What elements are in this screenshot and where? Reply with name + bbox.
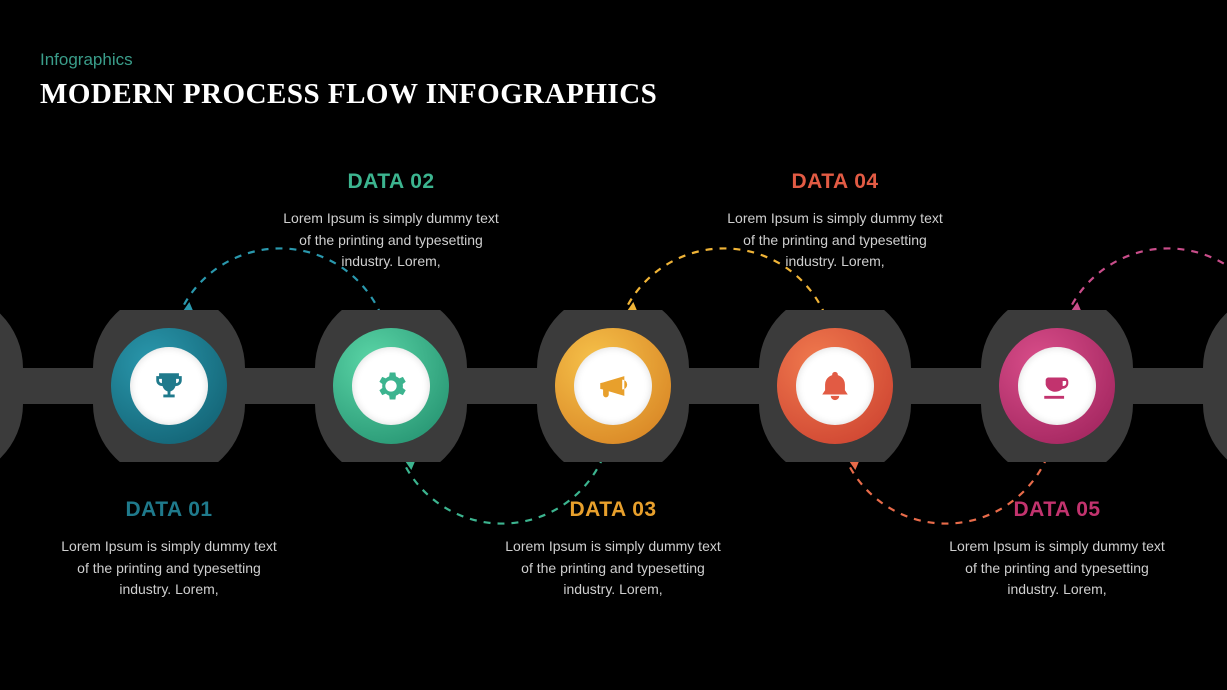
step-5 bbox=[999, 328, 1115, 444]
step-1-heading: DATA 01 bbox=[39, 498, 299, 522]
step-3 bbox=[555, 328, 671, 444]
step-1-inner bbox=[130, 347, 208, 425]
step-4-inner bbox=[796, 347, 874, 425]
step-4-heading: DATA 04 bbox=[705, 170, 965, 194]
step-4-label-block: DATA 04 Lorem Ipsum is simply dummy text … bbox=[705, 170, 965, 273]
step-2 bbox=[333, 328, 449, 444]
step-4-body: Lorem Ipsum is simply dummy text of the … bbox=[705, 208, 965, 273]
step-1-body: Lorem Ipsum is simply dummy text of the … bbox=[39, 536, 299, 601]
bell-icon bbox=[818, 369, 852, 403]
step-3-inner bbox=[574, 347, 652, 425]
trophy-icon bbox=[152, 369, 186, 403]
step-5-label-block: DATA 05 Lorem Ipsum is simply dummy text … bbox=[927, 498, 1187, 601]
step-5-body: Lorem Ipsum is simply dummy text of the … bbox=[927, 536, 1187, 601]
step-5-inner bbox=[1018, 347, 1096, 425]
page-title: MODERN PROCESS FLOW INFOGRAPHICS bbox=[40, 78, 657, 111]
step-1-label-block: DATA 01 Lorem Ipsum is simply dummy text … bbox=[39, 498, 299, 601]
step-3-heading: DATA 03 bbox=[483, 498, 743, 522]
category-label: Infographics bbox=[40, 50, 133, 70]
megaphone-icon bbox=[596, 369, 630, 403]
step-2-label-block: DATA 02 Lorem Ipsum is simply dummy text … bbox=[261, 170, 521, 273]
step-3-body: Lorem Ipsum is simply dummy text of the … bbox=[483, 536, 743, 601]
step-5-heading: DATA 05 bbox=[927, 498, 1187, 522]
step-4 bbox=[777, 328, 893, 444]
step-2-body: Lorem Ipsum is simply dummy text of the … bbox=[261, 208, 521, 273]
gear-icon bbox=[374, 369, 408, 403]
cup-icon bbox=[1040, 369, 1074, 403]
step-2-heading: DATA 02 bbox=[261, 170, 521, 194]
process-flow bbox=[0, 310, 1227, 462]
step-2-inner bbox=[352, 347, 430, 425]
step-1 bbox=[111, 328, 227, 444]
slide: Infographics MODERN PROCESS FLOW INFOGRA… bbox=[0, 0, 1227, 690]
step-3-label-block: DATA 03 Lorem Ipsum is simply dummy text … bbox=[483, 498, 743, 601]
